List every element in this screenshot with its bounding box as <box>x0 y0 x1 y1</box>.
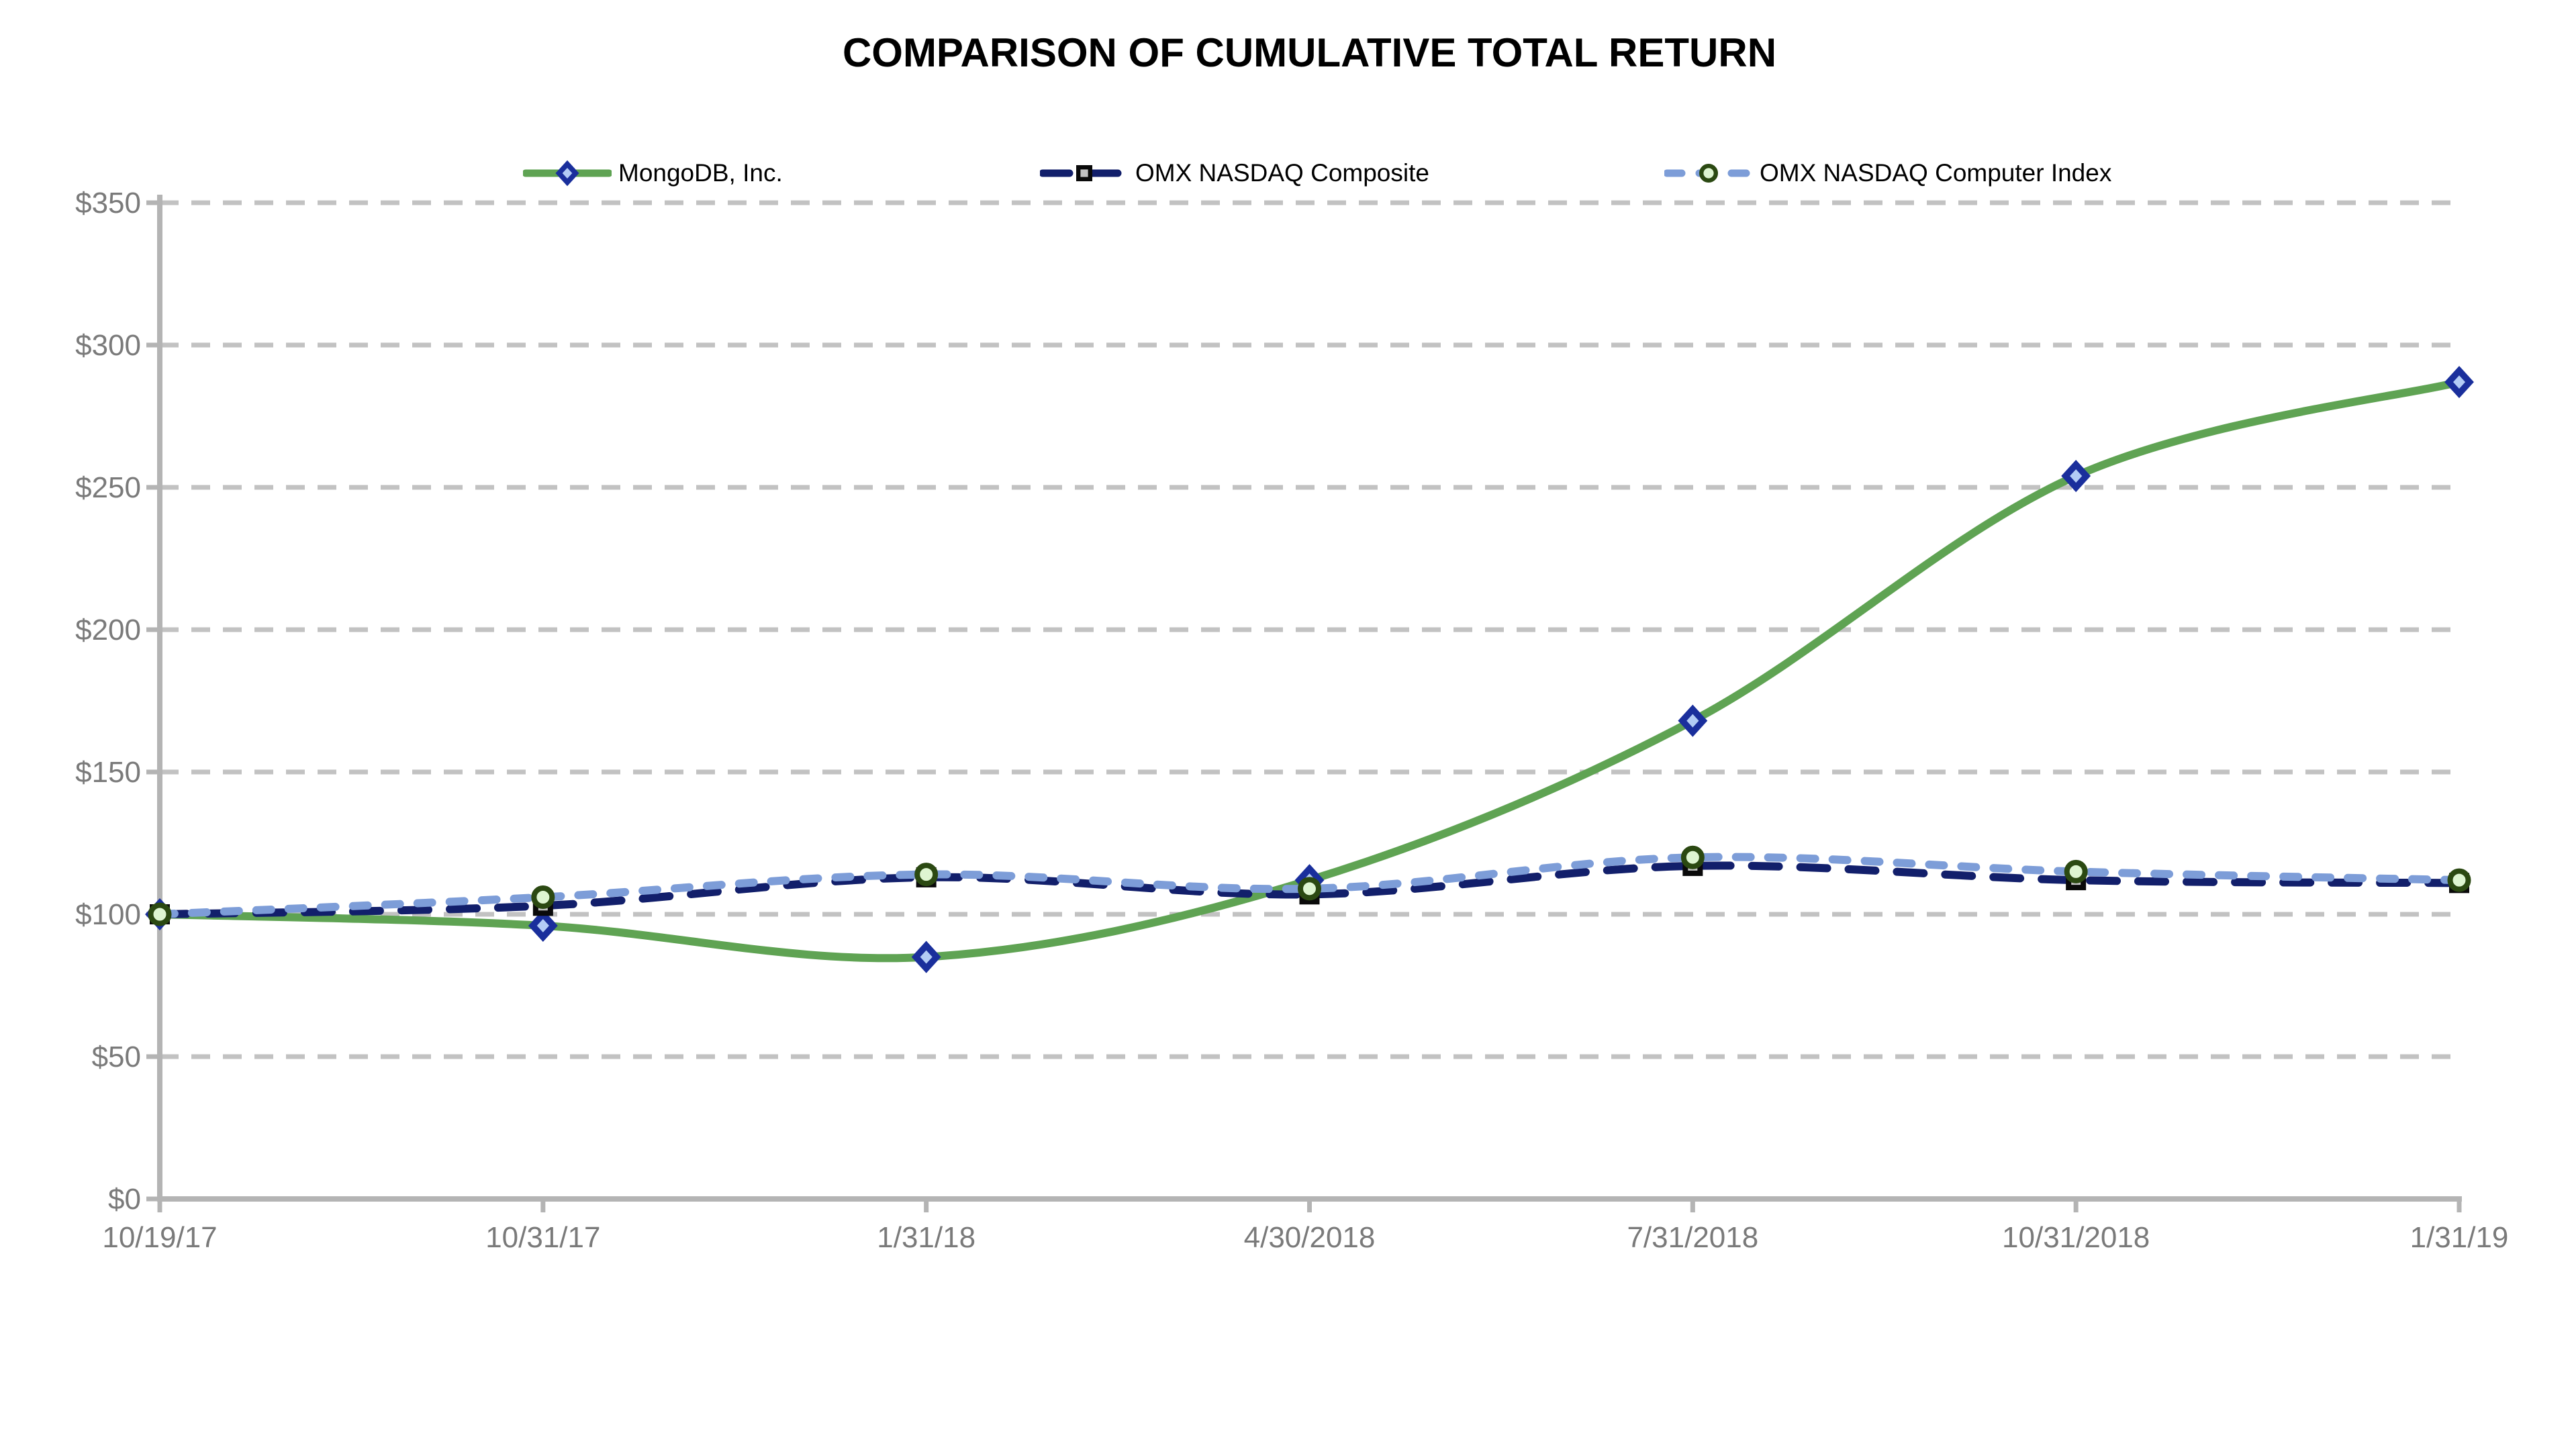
x-tick-label: 4/30/2018 <box>1244 1221 1376 1254</box>
x-tick-label: 7/31/2018 <box>1627 1221 1758 1254</box>
circle-marker <box>914 863 939 887</box>
y-tick-label: $0 <box>108 1183 141 1216</box>
square-marker <box>1076 164 1093 182</box>
y-tick-label: $50 <box>92 1041 141 1073</box>
x-tick-label: 1/31/19 <box>2410 1221 2509 1254</box>
diamond-marker <box>2061 459 2091 493</box>
legend-item-mongodb: MongoDB, Inc. <box>523 157 783 189</box>
diamond-marker <box>1678 704 1708 737</box>
circle-marker <box>1699 163 1719 183</box>
legend-item-nasdaq-computer: OMX NASDAQ Computer Index <box>1664 157 2111 189</box>
circle-marker <box>2447 868 2471 892</box>
diamond-marker <box>2444 366 2474 399</box>
legend-item-nasdaq-composite: OMX NASDAQ Composite <box>1040 157 1429 189</box>
circle-marker <box>1680 845 1705 869</box>
circle-marker <box>2064 859 2088 883</box>
circle-marker <box>148 902 172 926</box>
x-tick-label: 1/31/18 <box>877 1221 975 1254</box>
diamond-marker <box>555 160 579 187</box>
y-tick-label: $100 <box>75 898 141 931</box>
series-2 <box>148 845 2471 926</box>
composite-dash-square-icon <box>1040 164 1129 182</box>
circle-marker <box>531 885 555 910</box>
y-tick-label: $200 <box>75 614 141 646</box>
y-tick-label: $300 <box>75 329 141 362</box>
chart-title: COMPARISON OF CUMULATIVE TOTAL RETURN <box>842 30 1777 75</box>
diamond-marker <box>528 909 558 942</box>
circle-marker <box>1298 877 1321 901</box>
legend-label-nasdaq-computer: OMX NASDAQ Computer Index <box>1760 159 2112 187</box>
diamond-marker <box>911 940 941 973</box>
x-tick-label: 10/31/17 <box>485 1221 600 1254</box>
computer-dash-circle-icon <box>1664 163 1753 183</box>
x-tick-label: 10/31/2018 <box>2002 1221 2150 1254</box>
legend-label-nasdaq-composite: OMX NASDAQ Composite <box>1135 159 1429 187</box>
mongodb-line-diamond-icon <box>523 160 612 187</box>
y-tick-label: $250 <box>75 471 141 504</box>
legend-label-mongodb: MongoDB, Inc. <box>618 159 783 187</box>
y-tick-label: $350 <box>75 187 141 220</box>
x-tick-label: 10/19/17 <box>102 1221 217 1254</box>
y-tick-label: $150 <box>75 756 141 789</box>
